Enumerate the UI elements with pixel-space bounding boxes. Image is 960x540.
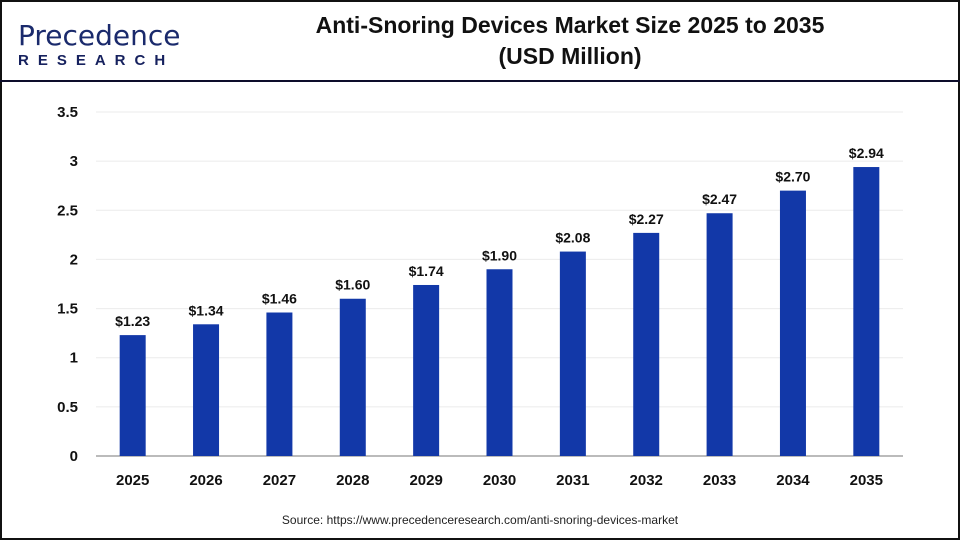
x-tick-label: 2029 (409, 472, 442, 489)
x-tick-label: 2025 (116, 472, 149, 489)
x-tick-label: 2026 (189, 472, 222, 489)
bar (413, 284, 440, 456)
x-tick-label: 2035 (850, 472, 883, 489)
y-tick-label: 1 (70, 350, 78, 367)
x-tick-label: 2033 (703, 472, 736, 489)
chart-title: Anti-Snoring Devices Market Size 2025 to… (250, 10, 890, 72)
y-tick-label: 3 (70, 153, 78, 170)
title-line-2: (USD Million) (498, 43, 642, 69)
x-tick-label: 2031 (556, 472, 589, 489)
data-label: $1.23 (115, 313, 150, 329)
header-divider (0, 80, 960, 82)
logo-sub: RESEARCH (18, 52, 175, 69)
bar (633, 232, 660, 456)
data-label: $1.90 (482, 247, 517, 263)
bar (706, 213, 733, 456)
title-line-1: Anti-Snoring Devices Market Size 2025 to… (315, 12, 825, 38)
bar (266, 312, 293, 456)
data-label: $2.47 (702, 191, 737, 207)
bar (853, 167, 880, 457)
y-tick-label: 1.5 (57, 301, 78, 318)
data-label: $1.74 (409, 263, 444, 279)
x-tick-label: 2032 (630, 472, 663, 489)
bar (559, 251, 586, 456)
x-tick-label: 2027 (263, 472, 296, 489)
data-label: $2.27 (629, 211, 664, 227)
x-tick-label: 2034 (776, 472, 810, 489)
data-label: $1.34 (189, 302, 224, 318)
data-label: $2.70 (775, 169, 810, 185)
x-tick-label: 2028 (336, 472, 369, 489)
data-label: $1.60 (335, 277, 370, 293)
bar (779, 190, 806, 456)
bar (119, 335, 146, 456)
source-text: Source: https://www.precedenceresearch.c… (281, 513, 679, 527)
y-tick-label: 3.5 (57, 104, 78, 121)
y-tick-label: 2 (70, 251, 78, 268)
y-tick-label: 2.5 (57, 202, 78, 219)
data-label: $2.08 (555, 230, 590, 246)
y-tick-label: 0.5 (57, 399, 78, 416)
x-tick-label: 2030 (483, 472, 516, 489)
data-label: $1.46 (262, 291, 297, 307)
bar (193, 324, 220, 456)
bar (486, 269, 513, 456)
bar (339, 298, 366, 456)
logo: Precedence RESEARCH (18, 19, 181, 70)
logo-main: Precedence (18, 19, 181, 52)
y-tick-label: 0 (70, 448, 78, 465)
data-label: $2.94 (849, 145, 884, 161)
